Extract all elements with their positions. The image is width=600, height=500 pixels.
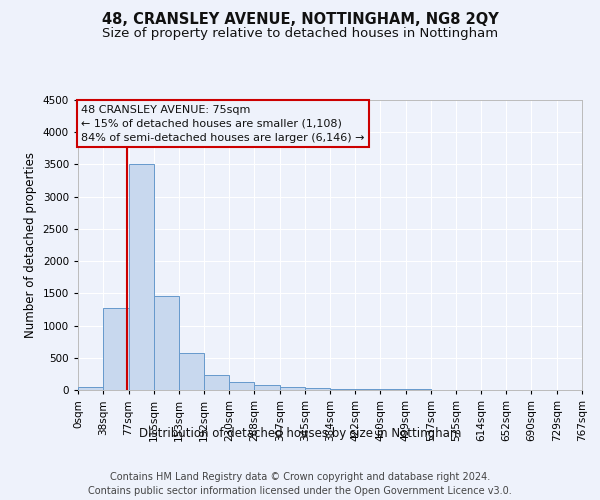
Text: Size of property relative to detached houses in Nottingham: Size of property relative to detached ho… — [102, 28, 498, 40]
Text: 48, CRANSLEY AVENUE, NOTTINGHAM, NG8 2QY: 48, CRANSLEY AVENUE, NOTTINGHAM, NG8 2QY — [101, 12, 499, 28]
Bar — [280, 387, 305, 390]
Text: Contains HM Land Registry data © Crown copyright and database right 2024.: Contains HM Land Registry data © Crown c… — [110, 472, 490, 482]
Text: Contains public sector information licensed under the Open Government Licence v3: Contains public sector information licen… — [88, 486, 512, 496]
Text: 48 CRANSLEY AVENUE: 75sqm
← 15% of detached houses are smaller (1,108)
84% of se: 48 CRANSLEY AVENUE: 75sqm ← 15% of detac… — [81, 104, 365, 142]
Bar — [355, 389, 380, 390]
Text: Distribution of detached houses by size in Nottingham: Distribution of detached houses by size … — [139, 428, 461, 440]
Bar — [254, 385, 280, 390]
Y-axis label: Number of detached properties: Number of detached properties — [24, 152, 37, 338]
Bar — [204, 374, 229, 390]
Bar — [179, 354, 204, 390]
Bar — [78, 387, 103, 390]
Bar — [103, 308, 128, 390]
Bar — [128, 164, 154, 390]
Bar — [331, 388, 355, 390]
Bar — [154, 296, 179, 390]
Bar — [305, 388, 331, 390]
Bar — [229, 382, 254, 390]
